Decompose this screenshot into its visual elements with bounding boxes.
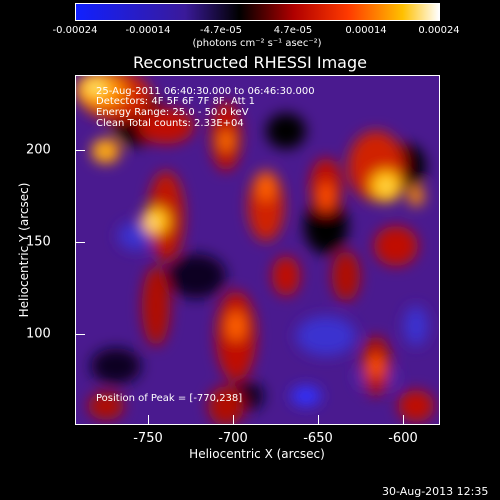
x-tick-label: -750 xyxy=(133,431,163,446)
y-axis-label: Heliocentric Y (arcsec) xyxy=(17,182,31,318)
y-tick-label: 150 xyxy=(26,234,51,250)
image-plot-area: 25-Aug-2011 06:40:30.000 to 06:46:30.000… xyxy=(75,75,440,425)
colorbar-label-3: -4.7e-05 xyxy=(200,25,242,36)
x-tickmark xyxy=(318,415,319,425)
info-peak-position: Position of Peak = [-770,238] xyxy=(96,393,243,404)
y-tickmark xyxy=(75,242,85,243)
x-tick-label: -600 xyxy=(388,431,418,446)
x-tick-label: -650 xyxy=(303,431,333,446)
rhessi-image xyxy=(76,76,439,424)
colorbar-unit: (photons cm⁻² s⁻¹ asec⁻²) xyxy=(192,38,322,49)
info-time-range: 25-Aug-2011 06:40:30.000 to 06:46:30.000 xyxy=(96,86,315,97)
colorbar-label-2: -0.00014 xyxy=(125,25,171,36)
x-axis-label: Heliocentric X (arcsec) xyxy=(189,447,325,461)
render-timestamp: 30-Aug-2013 12:35 xyxy=(382,485,489,498)
x-tick-label: -700 xyxy=(218,431,248,446)
y-tick-label: 100 xyxy=(26,326,51,342)
colorbar xyxy=(75,3,440,21)
colorbar-gradient xyxy=(76,4,439,20)
info-method-counts: Clean Total counts: 2.33E+04 xyxy=(96,118,244,129)
colorbar-label-6: 0.00024 xyxy=(418,25,460,36)
x-tickmark xyxy=(148,415,149,425)
y-tickmark xyxy=(75,150,85,151)
colorbar-label-4: 4.7e-05 xyxy=(273,25,313,36)
colorbar-label-1: -0.00024 xyxy=(52,25,98,36)
y-tick-label: 200 xyxy=(26,142,51,158)
x-tickmark xyxy=(403,415,404,425)
info-detectors: Detectors: 4F 5F 6F 7F 8F, Att 1 xyxy=(96,96,256,107)
plot-title: Reconstructed RHESSI Image xyxy=(133,53,367,72)
y-tickmark xyxy=(75,334,85,335)
x-tickmark xyxy=(233,415,234,425)
info-energy-range: Energy Range: 25.0 - 50.0 keV xyxy=(96,107,249,118)
colorbar-label-5: 0.00014 xyxy=(345,25,387,36)
